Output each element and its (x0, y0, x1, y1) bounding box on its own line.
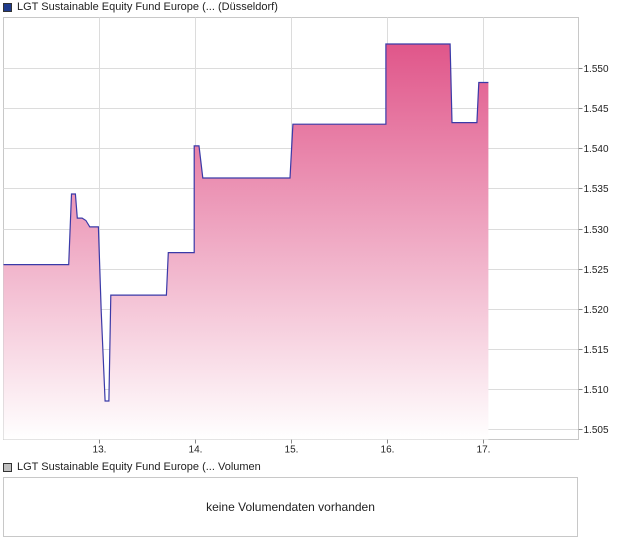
price-legend-label: LGT Sustainable Equity Fund Europe (... … (17, 1, 278, 13)
volume-legend-swatch (3, 462, 12, 472)
x-tick-label: 14. (189, 445, 203, 456)
volume-panel: keine Volumendaten vorhanden (3, 477, 578, 537)
no-volume-message: keine Volumendaten vorhanden (206, 500, 375, 514)
y-tick-label: 1.515 (584, 345, 609, 356)
y-tick-label: 1.550 (584, 64, 609, 75)
y-tick-label: 1.525 (584, 265, 609, 276)
price-area-fill (3, 44, 489, 440)
x-tick-label: 13. (93, 445, 107, 456)
y-tick-label: 1.535 (584, 184, 609, 195)
price-legend-swatch (3, 2, 12, 12)
y-tick-label: 1.530 (584, 225, 609, 236)
price-line (3, 43, 489, 402)
y-tick-label: 1.545 (584, 104, 609, 115)
price-legend: LGT Sustainable Equity Fund Europe (... … (3, 0, 278, 14)
y-tick-label: 1.540 (584, 144, 609, 155)
price-chart: 1.505 1.510 1.515 1.520 1.525 1.530 1.535 1.540… (3, 17, 609, 456)
volume-legend: LGT Sustainable Equity Fund Europe (... … (3, 460, 261, 474)
x-tick-label: 15. (285, 445, 299, 456)
x-tick-label: 17. (477, 445, 491, 456)
y-tick-label: 1.505 (584, 425, 609, 436)
volume-legend-label: LGT Sustainable Equity Fund Europe (... … (17, 461, 261, 473)
y-tick-label: 1.510 (584, 385, 609, 396)
y-tick-label: 1.520 (584, 305, 609, 316)
x-tick-label: 16. (381, 445, 395, 456)
